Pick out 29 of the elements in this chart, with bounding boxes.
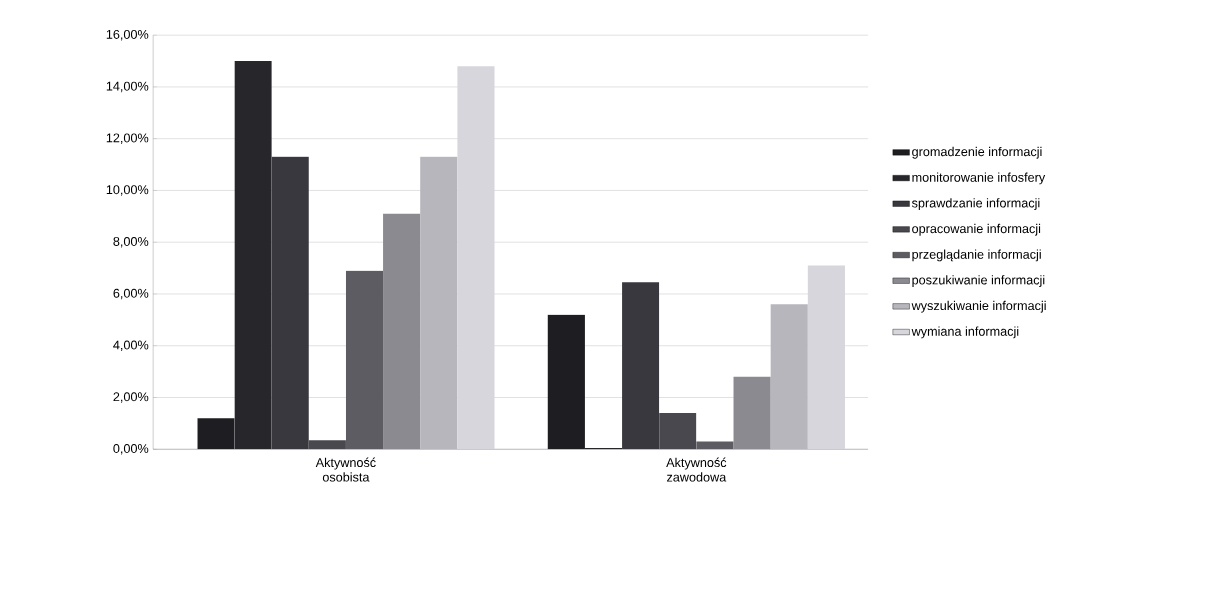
bar: [733, 377, 771, 450]
y-tick-label: 6,00%: [113, 288, 149, 300]
y-tick-label: 4,00%: [113, 340, 149, 352]
legend-label: gromadzenie informacji: [912, 147, 1042, 159]
y-tick-label: 0,00%: [113, 444, 149, 455]
bar: [807, 265, 845, 450]
legend-label: sprawdzanie informacji: [911, 198, 1040, 211]
y-tick-label: 8,00%: [113, 237, 149, 248]
bar: [659, 413, 697, 450]
y-tick-label: 14,00%: [106, 81, 149, 93]
bar: [308, 440, 346, 450]
y-tick-label: 16,00%: [106, 30, 149, 41]
y-tick-label: 12,00%: [106, 133, 149, 145]
y-tick-label: 10,00%: [106, 185, 149, 196]
bar: [622, 282, 660, 450]
bar: [383, 213, 421, 450]
bar: [696, 441, 734, 450]
legend-label: monitorowanie infosfery: [912, 172, 1046, 185]
bar: [457, 66, 495, 450]
legend-label: wyszukiwanie informacji: [911, 301, 1046, 313]
legend-label: przeglądanie informacji: [912, 249, 1041, 262]
bar: [271, 157, 309, 450]
x-tick-label: Aktywność osobista: [315, 457, 376, 482]
legend-label: wymiana informacji: [911, 326, 1019, 339]
x-tick-label: Aktywność zawodowa: [666, 457, 727, 482]
bar: [345, 270, 384, 450]
y-tick-label: 2,00%: [113, 392, 149, 403]
legend-label: opracowanie informacji: [912, 224, 1041, 236]
legend-label: poszukiwanie informacji: [912, 275, 1045, 288]
